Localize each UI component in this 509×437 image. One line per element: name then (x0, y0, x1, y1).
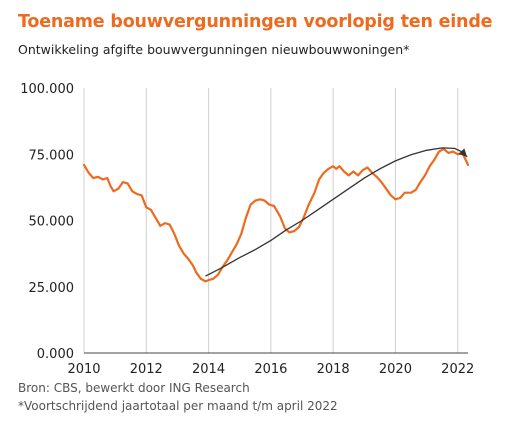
x-tick-label: 2018 (317, 362, 350, 377)
x-tick-label: 2010 (67, 362, 100, 377)
y-axis-labels: 0.000 25.000 50.000 75.000 100.000 (20, 82, 74, 362)
x-tick-label: 2022 (441, 362, 474, 377)
y-tick-label: 100.000 (20, 82, 74, 97)
chart-title: Toename bouwvergunningen voorlopig ten e… (18, 12, 493, 32)
chart-subtitle: Ontwikkeling afgifte bouwvergunningen ni… (18, 42, 410, 57)
x-tick-label: 2016 (254, 362, 287, 377)
y-tick-label: 75.000 (29, 148, 75, 163)
x-axis-labels: 2010 2012 2014 2016 2018 2020 2022 (67, 362, 474, 377)
footnote: *Voortschrijdend jaartotaal per maand t/… (18, 399, 338, 413)
trend-arrow-head (458, 148, 468, 157)
grid-lines (83, 88, 459, 353)
series-line-building-permits (82, 147, 470, 283)
y-tick-label: 25.000 (29, 281, 75, 296)
trend-arrow-line (205, 147, 468, 277)
y-tick-label: 50.000 (29, 215, 75, 230)
x-tick-label: 2014 (192, 362, 225, 377)
x-tick-label: 2012 (130, 362, 163, 377)
y-tick-label: 0.000 (37, 347, 74, 362)
x-tick-label: 2020 (379, 362, 412, 377)
source-note: Bron: CBS, bewerkt door ING Research (18, 381, 250, 395)
